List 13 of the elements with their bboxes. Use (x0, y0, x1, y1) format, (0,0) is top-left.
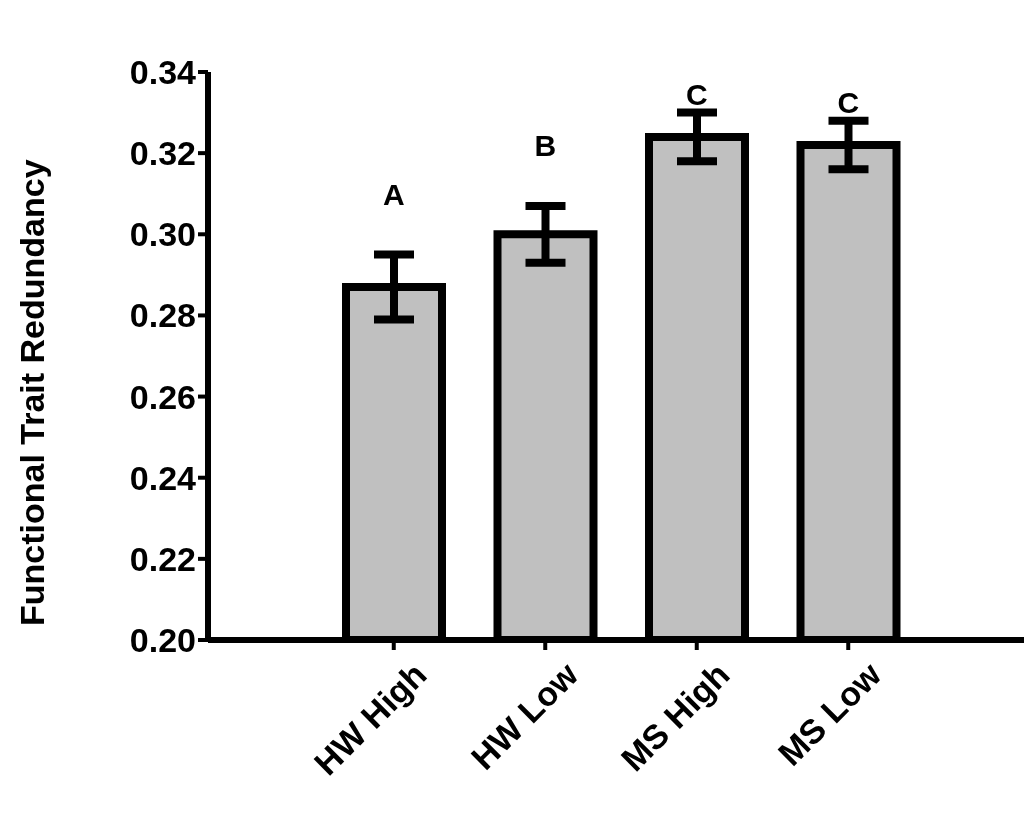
y-tick-label: 0.32 (129, 134, 196, 173)
annotation: A (382, 177, 405, 211)
y-axis-title: Functional Trait Redundancy (13, 159, 52, 626)
annotation: C (685, 77, 708, 111)
y-tick-label: 0.20 (129, 621, 196, 660)
y-tick-label: 0.22 (129, 539, 196, 578)
y-tick-label: 0.24 (129, 458, 197, 497)
y-tick-label: 0.28 (129, 296, 196, 335)
y-tick-label: 0.30 (129, 215, 196, 254)
y-tick-label: 0.26 (129, 377, 196, 416)
y-tick-label: 0.34 (129, 53, 197, 92)
annotation: B (534, 128, 557, 162)
annotation: C (837, 85, 860, 119)
